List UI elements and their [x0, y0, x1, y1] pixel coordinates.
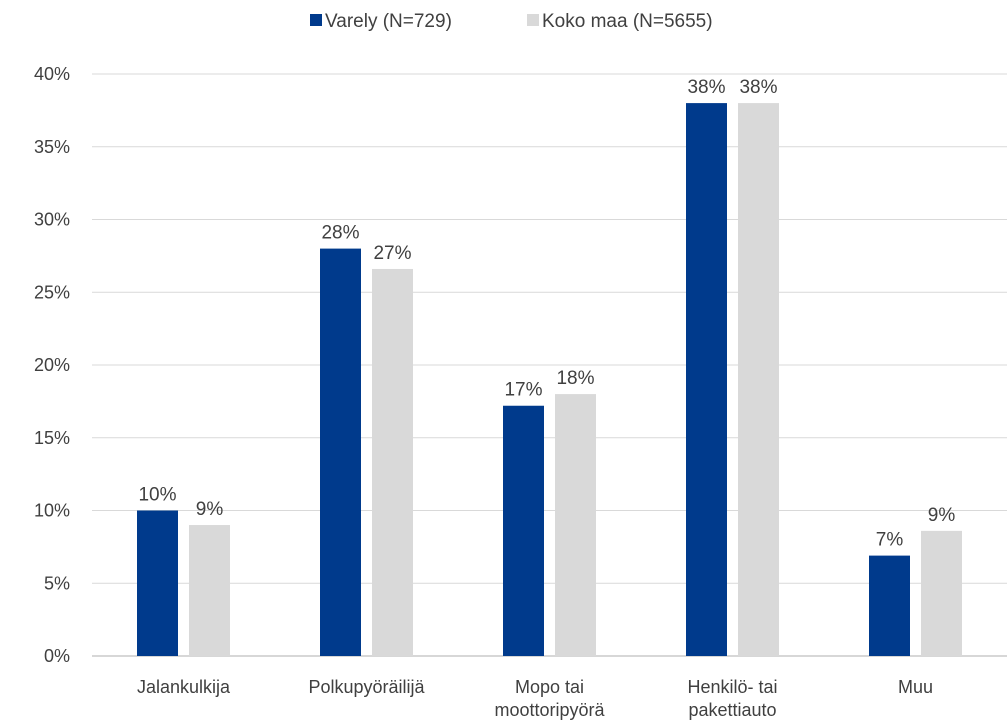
- data-label: 10%: [138, 485, 176, 506]
- bar-koko-maa: [189, 525, 230, 656]
- bar-koko-maa: [372, 268, 413, 656]
- data-label: 17%: [504, 380, 542, 401]
- data-label: 9%: [196, 499, 224, 520]
- x-category-label: moottoripyörä: [494, 700, 605, 720]
- data-labels: 10% 9% 28% 27% 17% 18% 38% 38% 7% 9%: [138, 77, 955, 551]
- x-category-label: Henkilö- tai: [687, 677, 777, 697]
- bar-koko-maa: [738, 103, 779, 657]
- data-label: 38%: [739, 77, 777, 98]
- x-category-label: pakettiauto: [688, 700, 776, 720]
- y-tick-label: 30%: [34, 210, 70, 230]
- x-axis-categories: Jalankulkija Polkupyöräilijä Mopo tai moott…: [137, 677, 933, 720]
- data-label: 7%: [876, 530, 904, 551]
- bar-varely: [869, 555, 910, 656]
- legend-swatch: [310, 14, 322, 26]
- legend: Varely (N=729) Koko maa (N=5655): [310, 11, 713, 32]
- legend-swatch: [527, 14, 539, 26]
- bars: [137, 103, 962, 657]
- x-category-label: Polkupyöräilijä: [308, 677, 425, 697]
- y-tick-label: 0%: [44, 646, 70, 666]
- data-label: 18%: [556, 368, 594, 389]
- x-category-label: Jalankulkija: [137, 677, 231, 697]
- bar-varely: [686, 103, 727, 657]
- bar-koko-maa: [921, 530, 962, 656]
- y-tick-label: 40%: [34, 64, 70, 84]
- data-label: 9%: [928, 505, 956, 526]
- legend-label: Varely (N=729): [325, 11, 452, 32]
- bar-varely: [503, 405, 544, 656]
- y-tick-label: 20%: [34, 355, 70, 375]
- y-tick-label: 5%: [44, 573, 70, 593]
- data-label: 38%: [687, 77, 725, 98]
- y-tick-label: 15%: [34, 428, 70, 448]
- bar-koko-maa: [555, 394, 596, 656]
- y-axis-ticks: 0% 5% 10% 15% 20% 25% 30% 35% 40%: [34, 64, 70, 666]
- y-tick-label: 35%: [34, 137, 70, 157]
- y-tick-label: 25%: [34, 282, 70, 302]
- data-label: 27%: [373, 243, 411, 264]
- bar-varely: [320, 248, 361, 656]
- data-label: 28%: [321, 223, 359, 244]
- grid: [92, 73, 1007, 657]
- legend-label: Koko maa (N=5655): [542, 11, 713, 32]
- x-category-label: Muu: [898, 677, 933, 697]
- x-category-label: Mopo tai: [515, 677, 584, 697]
- y-tick-label: 10%: [34, 501, 70, 521]
- bar-varely: [137, 510, 178, 656]
